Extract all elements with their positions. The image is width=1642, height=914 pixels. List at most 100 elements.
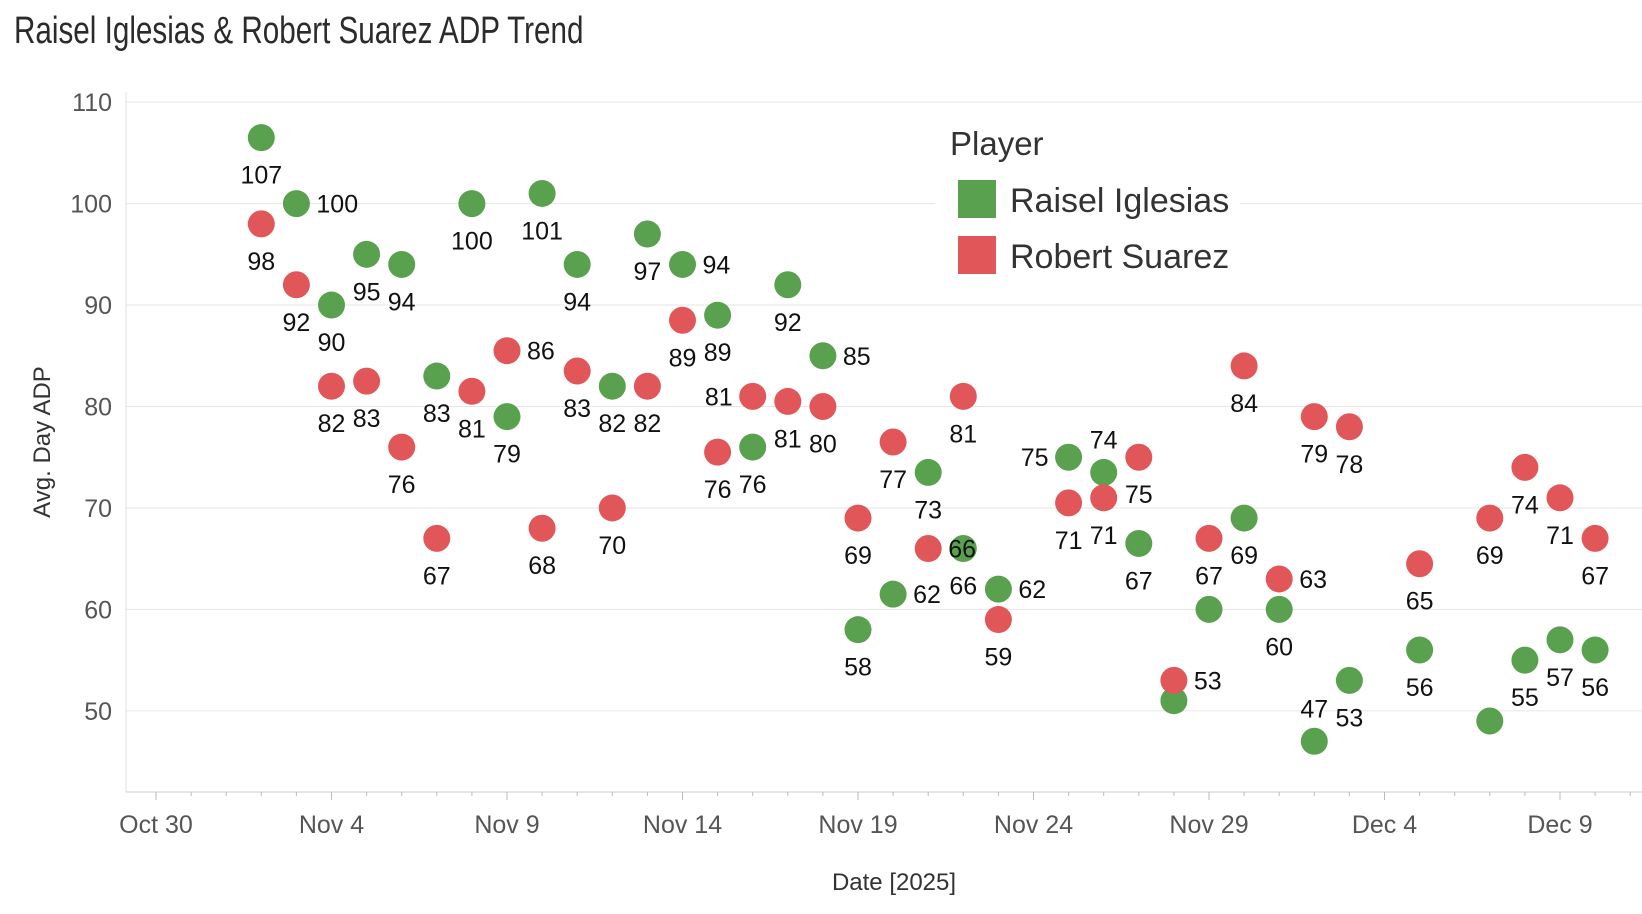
data-point <box>247 124 275 152</box>
data-point <box>1125 443 1153 471</box>
x-tick-label: Nov 9 <box>474 811 539 839</box>
x-tick-label: Nov 4 <box>299 811 364 839</box>
legend-swatch <box>958 236 996 274</box>
data-point <box>318 372 345 400</box>
data-point <box>1581 524 1609 552</box>
data-point <box>1300 403 1328 431</box>
data-point <box>1335 413 1363 441</box>
y-tick-label: 80 <box>84 393 112 421</box>
data-label: 82 <box>318 410 346 438</box>
data-point <box>1055 443 1083 471</box>
data-label: 71 <box>1546 522 1574 550</box>
data-point <box>1546 484 1574 512</box>
data-label: 98 <box>247 248 275 276</box>
x-tick-label: Nov 24 <box>994 811 1073 839</box>
data-point <box>1160 666 1188 694</box>
data-point <box>809 392 837 420</box>
data-label: 82 <box>598 410 626 438</box>
data-label: 63 <box>1299 566 1327 594</box>
data-point <box>598 372 626 400</box>
legend: Player Raisel Iglesias Robert Suarez <box>950 125 1229 276</box>
data-point <box>1090 458 1118 486</box>
gridlines <box>126 101 1642 712</box>
data-label: 67 <box>1195 562 1223 590</box>
data-point <box>704 438 732 466</box>
data-point <box>282 271 310 299</box>
data-label: 60 <box>1265 633 1293 661</box>
data-point <box>1055 489 1083 517</box>
data-point <box>1265 565 1293 593</box>
data-label: 65 <box>1406 588 1434 616</box>
data-label: 69 <box>1230 542 1258 570</box>
y-tick-label: 100 <box>70 191 112 219</box>
data-label: 67 <box>1125 567 1153 595</box>
data-point <box>1125 529 1153 557</box>
data-label: 77 <box>879 466 907 494</box>
data-label: 76 <box>739 471 767 499</box>
data-label: 81 <box>774 425 802 453</box>
data-point <box>1160 687 1188 715</box>
data-point <box>1195 524 1223 552</box>
data-point <box>1300 727 1328 755</box>
data-label: 68 <box>528 552 556 580</box>
data-point <box>1230 504 1258 532</box>
y-tick-label: 110 <box>72 89 112 117</box>
data-point <box>774 271 802 299</box>
data-point <box>493 403 521 431</box>
data-point <box>458 377 486 405</box>
data-label: 85 <box>843 343 871 371</box>
data-point <box>1406 636 1434 664</box>
data-point <box>423 524 451 552</box>
data-point <box>879 580 907 608</box>
data-point <box>1546 626 1574 654</box>
data-label: 78 <box>1335 451 1363 479</box>
data-label: 62 <box>913 581 941 609</box>
data-label: 94 <box>703 251 731 279</box>
data-point <box>1230 352 1258 380</box>
data-label: 107 <box>240 162 282 190</box>
data-label: 73 <box>914 496 942 524</box>
x-axis-title: Date [2025] <box>832 869 956 896</box>
data-label: 81 <box>458 415 486 443</box>
data-label: 97 <box>633 258 661 286</box>
chart-title: Raisel Iglesias & Robert Suarez ADP Tren… <box>14 10 584 52</box>
data-point <box>1335 666 1363 694</box>
y-tick-label: 70 <box>84 495 112 523</box>
data-point <box>949 535 977 563</box>
data-label: 101 <box>521 217 563 245</box>
data-label: 95 <box>353 278 381 306</box>
data-label: 83 <box>353 405 381 433</box>
data-label: 80 <box>809 430 837 458</box>
data-point <box>493 337 521 365</box>
data-point <box>458 190 486 218</box>
data-point <box>669 250 696 278</box>
data-label: 67 <box>1581 562 1609 590</box>
data-point <box>914 458 942 486</box>
data-label: 71 <box>1090 522 1118 550</box>
data-label: 66 <box>949 573 977 601</box>
data-point <box>984 575 1012 603</box>
x-tick-label: Nov 19 <box>818 811 897 839</box>
data-point <box>1476 504 1504 532</box>
data-point <box>704 301 732 329</box>
data-label: 53 <box>1335 704 1363 732</box>
data-point <box>353 367 381 395</box>
data-point <box>247 210 275 238</box>
data-label: 75 <box>1125 481 1153 509</box>
data-point <box>388 433 416 461</box>
y-tick-label: 60 <box>84 596 112 624</box>
data-label: 92 <box>774 309 802 337</box>
data-label: 69 <box>844 542 872 570</box>
data-label: 71 <box>1055 527 1083 555</box>
data-label: 55 <box>1511 684 1539 712</box>
data-point <box>1406 550 1434 578</box>
axes: 50 60 70 80 90 100 110 Oct 30 Nov 4 Nov 9 Nov 14 No… <box>29 89 1642 896</box>
data-label: 90 <box>318 329 346 357</box>
x-tick-label: Nov 14 <box>643 811 722 839</box>
data-label: 76 <box>704 476 732 504</box>
x-tick-label: Nov 29 <box>1169 811 1248 839</box>
data-point <box>1195 595 1223 623</box>
y-axis-title: Avg. Day ADP <box>29 366 56 518</box>
data-point <box>563 357 591 385</box>
